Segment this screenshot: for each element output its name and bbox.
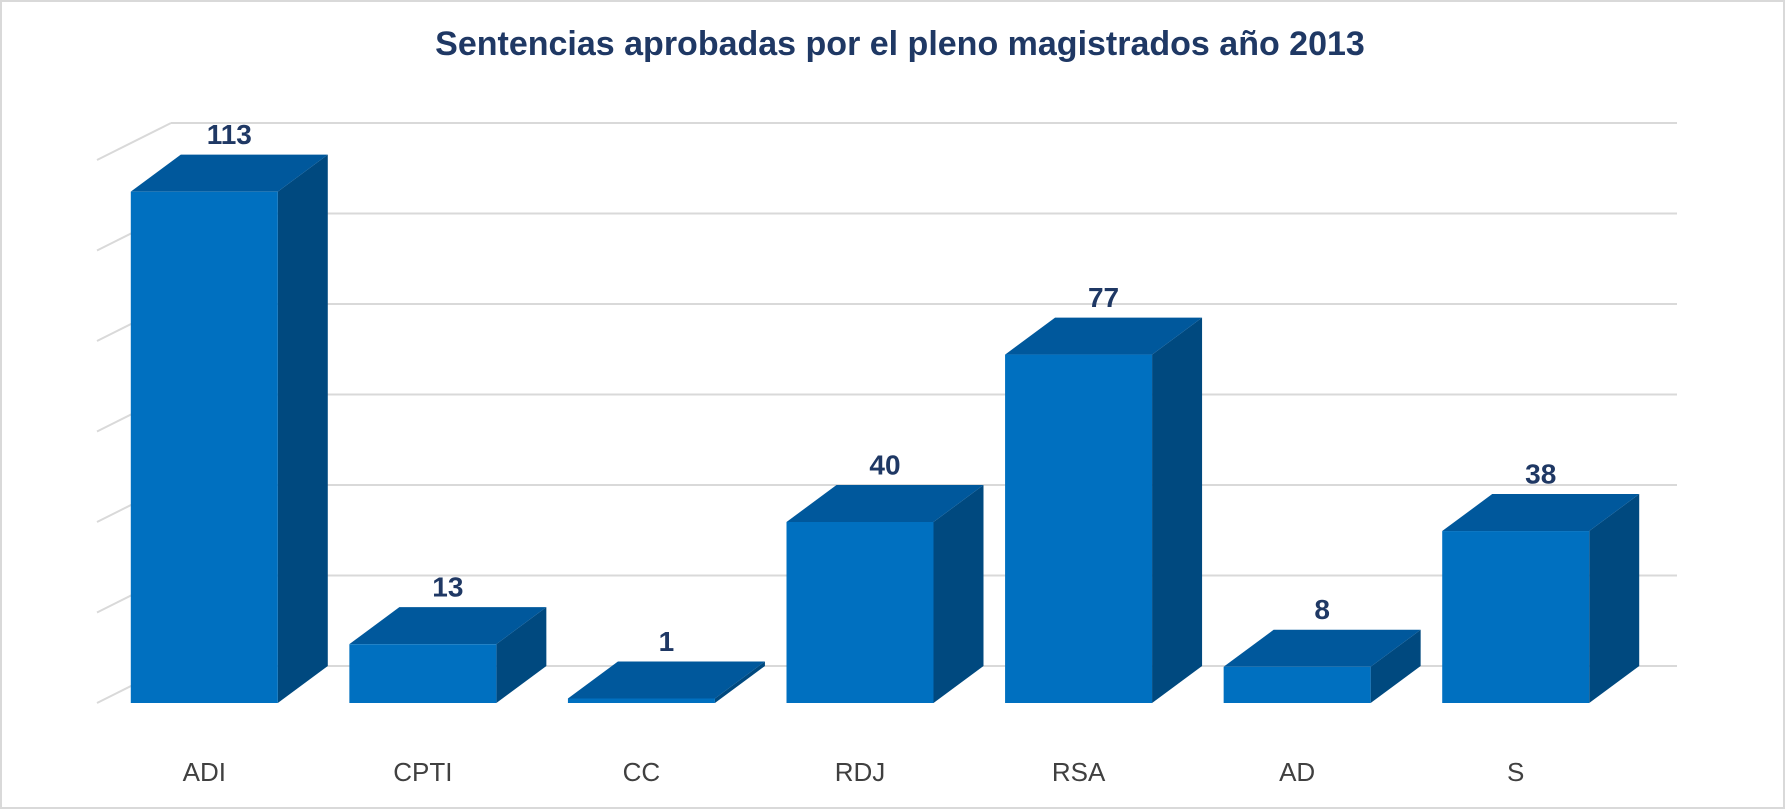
bar: [1223, 666, 1371, 703]
data-label: 113: [207, 119, 252, 150]
bar: [786, 522, 934, 703]
bar-top: [130, 154, 328, 192]
bar-side: [714, 661, 765, 703]
bar-top: [786, 485, 984, 522]
bar: [567, 698, 715, 703]
bar-side: [1152, 317, 1203, 703]
data-label: 8: [1314, 594, 1330, 625]
data-label: 1: [659, 626, 675, 657]
bar-side: [277, 154, 328, 704]
x-tick-label: S: [1507, 757, 1524, 787]
chart-title: Sentencias aprobadas por el pleno magist…: [435, 25, 1365, 63]
bar-side: [1370, 629, 1421, 703]
x-tick-label: CPTI: [393, 757, 452, 787]
bar: [1005, 354, 1153, 703]
x-tick-label: RDJ: [835, 757, 886, 787]
bar-side: [933, 485, 984, 703]
bar-top: [1442, 494, 1640, 532]
x-tick-label: AD: [1279, 757, 1315, 787]
bar-side: [496, 607, 547, 703]
bar-top: [349, 607, 547, 645]
bar: [130, 191, 278, 704]
x-tick-label: CC: [623, 757, 661, 787]
data-label: 77: [1088, 282, 1119, 313]
bar-side: [1589, 494, 1640, 703]
grid-line-side: [96, 122, 172, 161]
data-label: 13: [432, 572, 463, 603]
bar: [1442, 531, 1590, 703]
bar: [349, 644, 497, 703]
data-label: 38: [1525, 458, 1556, 489]
bar-top: [1223, 629, 1421, 667]
bar-top: [1005, 317, 1203, 355]
data-label: 40: [869, 449, 900, 480]
bar-top: [567, 661, 765, 699]
x-tick-label: RSA: [1052, 757, 1106, 787]
x-tick-label: ADI: [183, 757, 226, 787]
